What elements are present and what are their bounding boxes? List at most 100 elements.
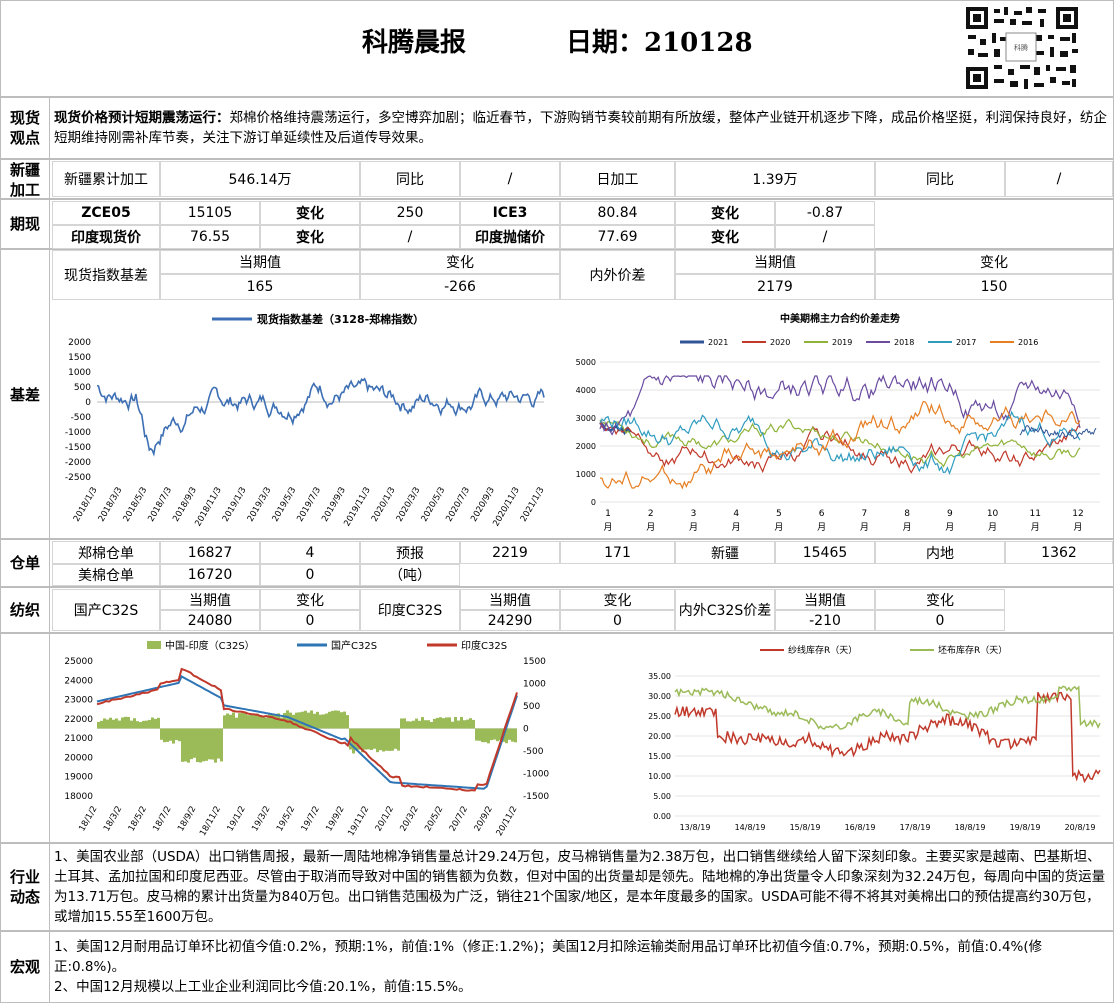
- series-line-2016: [599, 400, 1081, 490]
- x-tick-label: 19/1/2: [225, 805, 247, 834]
- y-left-tick: 18000: [64, 792, 93, 802]
- diff-bar: [148, 719, 151, 729]
- futures-r1-cell-7: -0.87: [775, 201, 875, 225]
- forecast-change: 171: [560, 541, 675, 564]
- diff-bar: [130, 720, 133, 729]
- diff-bar: [97, 721, 100, 729]
- diff-bar: [433, 718, 436, 729]
- diff-bar: [394, 728, 397, 749]
- diff-cur-header: 当期值: [775, 589, 875, 610]
- basis-label: 现货指数基差: [52, 250, 160, 300]
- diff-bar: [451, 721, 454, 729]
- xinjiang-yoy-value-2: /: [1005, 161, 1113, 197]
- xinjiang-cum-value: 546.14万: [160, 161, 360, 197]
- spot-view-body: 郑棉价格维持震荡运行，多空博弈加剧；临近春节，下游购销节奏较前期有所放缓，整体产…: [54, 110, 1107, 146]
- diff-bar: [310, 710, 313, 729]
- diff-bar: [241, 712, 244, 729]
- y-left-tick: 22000: [64, 715, 93, 725]
- diff-bar: [112, 719, 115, 729]
- diff-bar: [361, 728, 364, 753]
- futures-r2-cell-6: 变化: [675, 225, 775, 249]
- diff-bar: [157, 717, 160, 729]
- diff-bar: [406, 721, 409, 729]
- diff-bar: [139, 722, 142, 729]
- diff-bar: [328, 711, 331, 729]
- section-label-basis: 基差: [9, 386, 40, 404]
- x-tick-label: 4: [733, 509, 739, 519]
- diff-bar: [325, 713, 328, 729]
- diff-bar: [100, 720, 103, 729]
- futures-r2-cell-4: 印度抛储价: [460, 225, 560, 249]
- diff-bar: [472, 719, 475, 729]
- x-tick-label: 2018/1/3: [72, 486, 100, 524]
- diff-bar: [136, 721, 139, 729]
- label-column-divider: [49, 97, 50, 1003]
- diff-bar: [262, 716, 265, 729]
- spot-view-row: [0, 97, 1114, 159]
- futures-r1-cell-0: ZCE05: [52, 201, 160, 225]
- x-tick-label: 月: [1031, 522, 1040, 533]
- diff-bar: [187, 728, 190, 763]
- y-tick-label: -2500: [65, 473, 91, 483]
- domestic-c32s-value: 24080: [160, 610, 260, 631]
- x-tick-label: 2018/7/3: [146, 486, 174, 524]
- y-right-tick: -1000: [523, 770, 549, 780]
- x-tick-label: 18/8/19: [955, 823, 986, 832]
- x-tick-label: 2018/3/3: [97, 486, 125, 524]
- x-tick-label: 20/8/19: [1065, 823, 1096, 832]
- diff-bar: [505, 728, 508, 744]
- legend-label-0: 纱线库存R（天）: [788, 644, 857, 656]
- report-title: 科腾晨报: [362, 28, 467, 58]
- x-tick-label: 8: [904, 509, 910, 519]
- diff-bar: [115, 718, 118, 729]
- diff-bar: [199, 728, 202, 763]
- diff-bar: [298, 712, 301, 729]
- spread-chg-value: 150: [875, 274, 1113, 300]
- diff-bar: [379, 728, 382, 751]
- svg-text:科腾: 科腾: [1014, 43, 1028, 52]
- y-tick-label: -2000: [65, 458, 91, 468]
- y-tick-label: 0: [591, 498, 596, 507]
- diff-bar: [265, 717, 268, 729]
- x-tick-label: 11: [1030, 509, 1041, 519]
- y-left-tick: 23000: [64, 696, 93, 706]
- y-right-tick: 1000: [523, 680, 546, 690]
- diff-bar: [409, 721, 412, 729]
- x-tick-label: 月: [945, 522, 954, 533]
- diff-bar: [322, 714, 325, 729]
- basis-series-line: [96, 377, 545, 457]
- series-line-2020: [599, 422, 1081, 474]
- us-warehouse-value: 16720: [160, 564, 260, 586]
- spread-label: 内外价差: [560, 250, 675, 300]
- section-label-industry: 行业 动态: [9, 868, 40, 906]
- x-tick-label: 2020/1/3: [370, 486, 398, 524]
- legend-label-1: 国产C32S: [331, 639, 377, 652]
- x-tick-label: 5: [776, 509, 782, 519]
- diff-bar: [307, 712, 310, 729]
- diff-bar: [436, 717, 439, 729]
- x-tick-label: 15/8/19: [790, 823, 821, 832]
- diff-bar: [427, 720, 430, 729]
- diff-bar: [388, 728, 391, 751]
- diff-bar: [418, 720, 421, 729]
- y-right-tick: -500: [523, 747, 544, 757]
- diff-bar: [178, 728, 181, 742]
- inland-warehouse-label: 内地: [875, 541, 1005, 564]
- spread-chg-header: 变化: [875, 250, 1113, 274]
- y-tick-label: 0.00: [653, 812, 671, 821]
- legend-label-2021: 2021: [708, 338, 728, 347]
- y-tick-label: 500: [74, 383, 91, 393]
- india-c32s-line: [96, 667, 518, 792]
- y-right-tick: 500: [523, 702, 540, 712]
- spread-cur-value: 2179: [675, 274, 875, 300]
- section-label-xinjiang: 新疆 加工: [9, 161, 40, 199]
- diff-bar: [463, 720, 466, 729]
- diff-bar: [121, 717, 124, 729]
- diff-bar: [277, 713, 280, 729]
- diff-bar: [205, 728, 208, 761]
- forecast-value: 2219: [460, 541, 560, 564]
- diff-bar: [109, 717, 112, 729]
- diff-bar: [181, 728, 184, 762]
- basis-chart: 现货指数基差（3128-郑棉指数） 2000 1500 1000 500 0 -500 -10…: [65, 312, 547, 528]
